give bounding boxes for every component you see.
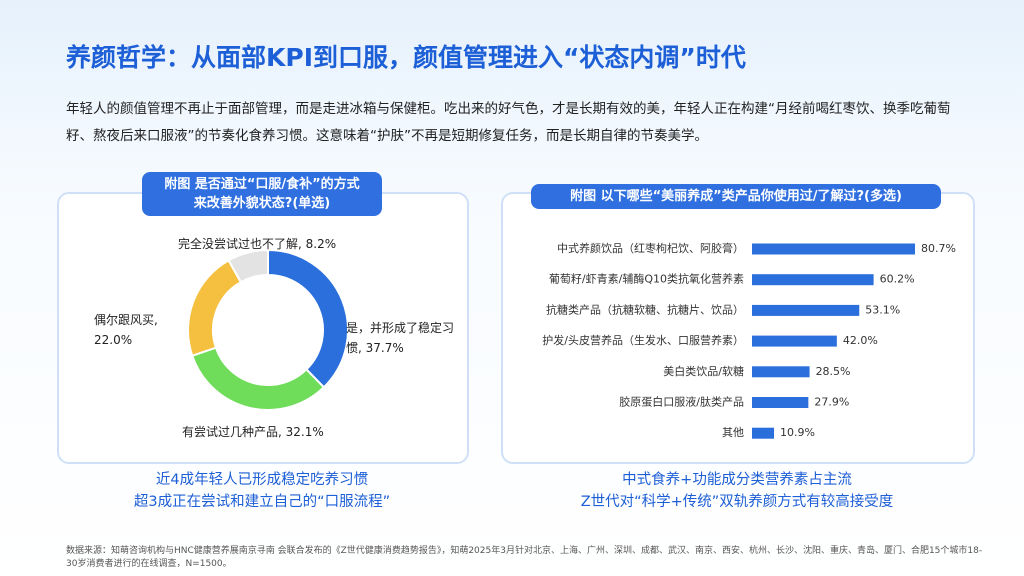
bar — [752, 243, 916, 255]
bar — [752, 274, 874, 286]
caption-line: 中式食养+功能成分类营养素占主流 — [622, 472, 852, 488]
data-label: 80.7% — [921, 242, 956, 255]
donut-segment — [187, 259, 243, 357]
caption: 近4成年轻人已形成稳定吃养习惯 超3成正在尝试和建立自己的“口服流程” — [62, 469, 462, 513]
category-label: 葡萄籽/虾青素/辅酶Q10类抗氧化营养素 — [549, 272, 744, 286]
bar — [752, 397, 809, 408]
chart-title-line: 来改善外貌状态?(单选) — [193, 196, 331, 211]
caption: 中式食养+功能成分类营养素占主流 Z世代对“科学+传统”双轨养颜方式有较高接受度 — [506, 469, 968, 513]
data-label: 53.1% — [865, 303, 900, 316]
bar — [752, 304, 860, 316]
category-label: 其他 — [722, 426, 744, 439]
category-label: 护发/头皮营养品（生发水、口服营养素） — [542, 333, 744, 347]
data-label: 偶尔跟风买, 22.0% — [94, 313, 158, 347]
data-label: 有尝试过几种产品, 32.1% — [182, 425, 324, 439]
donut-segment — [227, 248, 269, 284]
data-label: 42.0% — [843, 334, 878, 347]
slide-title: 养颜哲学：从面部KPI到口服，颜值管理进入“状态内调”时代 — [66, 43, 746, 72]
donut-segment — [267, 248, 349, 389]
category-label: 抗糖类产品（抗糖软糖、抗糖片、饮品） — [546, 302, 744, 316]
caption-line: 超3成正在尝试和建立自己的“口服流程” — [133, 494, 391, 510]
chart-title-line: 附图 是否通过“口服/食补”的方式 — [164, 177, 360, 192]
data-label: 27.9% — [814, 396, 849, 409]
left-panel — [57, 192, 469, 464]
chart-title: 附图 是否通过“口服/食补”的方式 来改善外貌状态?(单选) — [142, 172, 382, 216]
caption-line: 近4成年轻人已形成稳定吃养习惯 — [155, 472, 369, 488]
data-label: 28.5% — [816, 365, 851, 378]
category-label: 美白类饮品/软糖 — [663, 364, 744, 378]
source-note: 数据来源：知萌咨询机构与HNC健康营养展南京寻南 会联合发布的《Z世代健康消费趋… — [66, 546, 983, 569]
intro-paragraph: 年轻人的颜值管理不再止于面部管理，而是走进冰箱与保健柜。吃出来的好气色，才是长期… — [66, 101, 951, 144]
data-label: 完全没尝试过也不了解, 8.2% — [178, 237, 337, 251]
bar — [752, 427, 775, 439]
bar — [752, 335, 837, 347]
data-label: 10.9% — [780, 426, 815, 439]
bar — [752, 366, 810, 378]
category-label: 胶原蛋白口服液/肽类产品 — [619, 395, 744, 409]
data-label: 60.2% — [880, 273, 915, 286]
category-label: 中式养颜饮品（红枣枸杞饮、阿胶膏） — [557, 241, 744, 255]
caption-line: Z世代对“科学+传统”双轨养颜方式有较高接受度 — [580, 494, 894, 510]
donut-segment — [190, 346, 326, 411]
data-label: 是，并形成了稳定习惯, 37.7% — [346, 321, 455, 355]
chart-title: 附图 以下哪些“美丽养成”类产品你使用过/了解过?(多选) — [531, 184, 941, 209]
